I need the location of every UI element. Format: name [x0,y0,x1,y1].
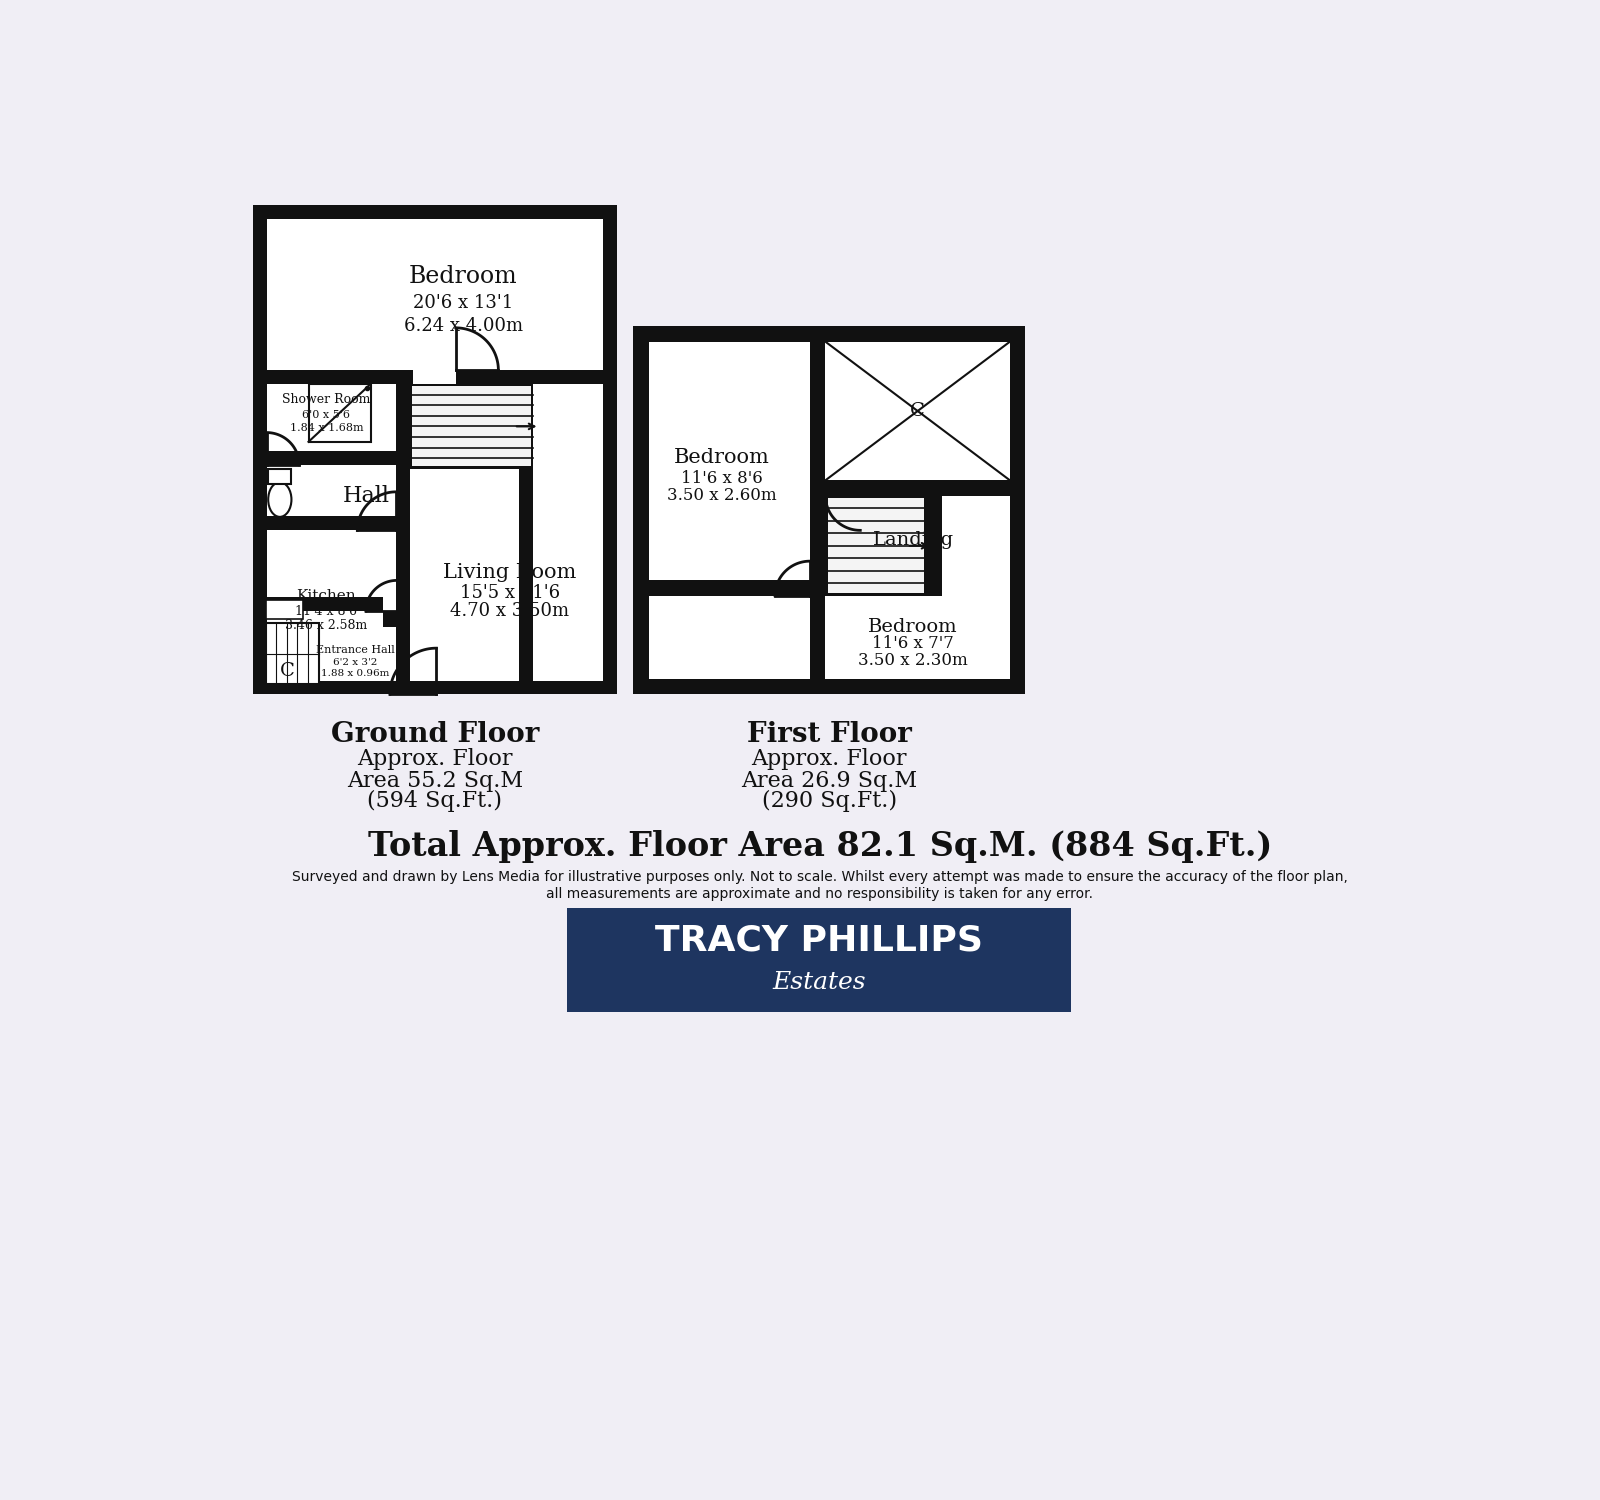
Bar [266,600,302,619]
Text: Hall: Hall [342,484,390,507]
Bar [253,554,267,588]
Text: 1.88 x 0.96m: 1.88 x 0.96m [322,669,389,678]
Bar [410,384,533,468]
Bar [634,327,1026,694]
Text: 20'6 x 13'1: 20'6 x 13'1 [413,294,514,312]
Text: 11'6 x 8'6: 11'6 x 8'6 [680,471,763,488]
Bar [267,516,397,531]
Text: 3.50 x 2.30m: 3.50 x 2.30m [858,652,968,669]
Text: Area 26.9 Sq.M: Area 26.9 Sq.M [741,770,917,792]
Bar [533,681,579,694]
Bar [810,561,826,596]
Bar [486,204,557,219]
Text: C: C [910,402,925,420]
Text: 11'6 x 7'7: 11'6 x 7'7 [872,634,954,652]
Bar [810,342,826,680]
Text: 3.50 x 2.60m: 3.50 x 2.60m [667,488,776,504]
Bar [634,327,1026,342]
Text: 3.46 x 2.58m: 3.46 x 2.58m [285,618,368,632]
Text: C: C [280,663,294,681]
Bar [410,384,533,387]
Bar [410,384,413,468]
Text: Area 55.2 Sq.M: Area 55.2 Sq.M [347,770,523,792]
Bar [726,327,770,342]
Text: Entrance Hall: Entrance Hall [315,645,394,654]
Bar [826,594,926,596]
Text: Approx. Floor: Approx. Floor [752,748,907,770]
Text: 11'4 x 8'6: 11'4 x 8'6 [296,604,357,618]
Text: all measurements are approximate and no responsibility is taken for any error.: all measurements are approximate and no … [547,886,1093,902]
Bar [826,495,926,498]
Text: (290 Sq.Ft.): (290 Sq.Ft.) [762,789,898,812]
Bar [826,495,926,596]
Bar [634,327,648,694]
Text: 15'5 x 11'6: 15'5 x 11'6 [459,585,560,603]
Bar [267,516,410,531]
Bar [926,495,942,596]
Bar [253,370,413,384]
Bar [253,597,382,610]
Text: TRACY PHILLIPS: TRACY PHILLIPS [656,924,984,958]
Bar [309,384,371,442]
Bar [826,495,827,596]
Text: 6'0 x 5'6: 6'0 x 5'6 [302,410,350,420]
Bar [1010,327,1026,694]
Text: Bedroom: Bedroom [674,447,770,466]
Bar [397,384,410,681]
Text: Surveyed and drawn by Lens Media for illustrative purposes only. Not to scale. W: Surveyed and drawn by Lens Media for ill… [293,870,1347,883]
Bar [531,384,533,468]
Text: First Floor: First Floor [747,722,912,748]
Bar [923,495,926,596]
Text: Bedroom: Bedroom [410,264,518,288]
Bar [634,680,1026,694]
Text: 6.24 x 4.00m: 6.24 x 4.00m [403,318,523,336]
Ellipse shape [269,482,291,518]
Text: Bedroom: Bedroom [869,618,958,636]
Text: Approx. Floor: Approx. Floor [357,748,512,770]
Text: Living Room: Living Room [443,562,576,582]
Bar [253,681,618,694]
Text: Shower Room: Shower Room [282,393,371,406]
Bar [275,204,338,219]
Text: 6'2 x 3'2: 6'2 x 3'2 [333,657,378,666]
Bar [672,327,715,342]
Text: 1.84 x 1.68m: 1.84 x 1.68m [290,423,363,433]
Bar [413,370,456,384]
Bar [520,468,533,681]
Text: Estates: Estates [773,970,866,994]
Text: Landing: Landing [872,531,954,549]
Text: (594 Sq.Ft.): (594 Sq.Ft.) [368,789,502,812]
Bar [603,204,618,694]
Bar [834,680,875,694]
Bar [410,466,533,468]
Bar [648,580,810,596]
Bar [253,204,618,694]
Bar [382,610,397,627]
Bar [267,452,397,465]
Bar [371,204,424,219]
Bar [634,472,648,512]
Bar [253,204,267,694]
Bar [269,468,291,484]
Bar [253,204,618,219]
Text: Total Approx. Floor Area 82.1 Sq.M. (884 Sq.Ft.): Total Approx. Floor Area 82.1 Sq.M. (884… [368,830,1272,862]
Bar [437,681,491,694]
Bar [826,480,1010,495]
Bar [456,370,618,384]
Bar [266,622,318,684]
Bar [568,908,1070,1011]
Text: Ground Floor: Ground Floor [331,722,539,748]
Text: Kitchen: Kitchen [296,590,357,603]
Text: 4.70 x 3.50m: 4.70 x 3.50m [451,602,570,619]
